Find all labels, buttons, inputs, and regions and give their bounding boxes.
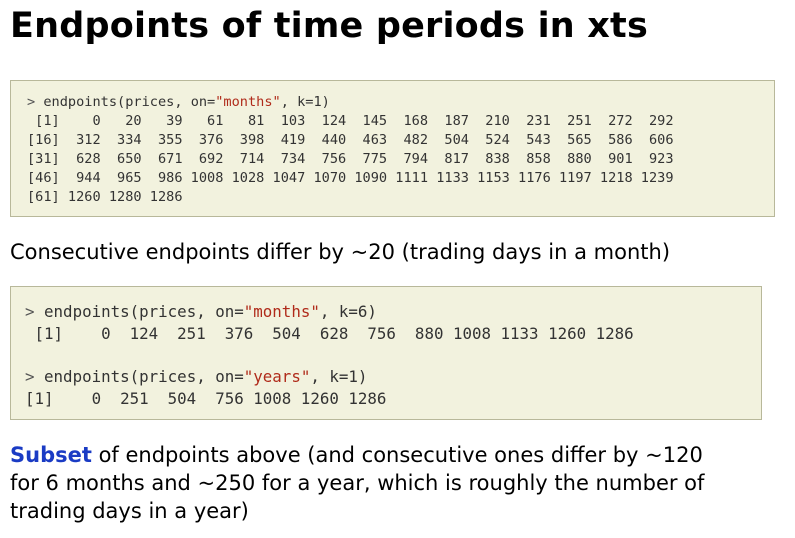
output-line: [1] 0 20 39 61 81 103 124 145 168 187 21… [27, 113, 674, 129]
command-line: > endpoints(prices, on="months", k=6) [25, 301, 761, 323]
output-line: [31] 628 650 671 692 714 734 756 775 794… [27, 151, 674, 167]
slide-title: Endpoints of time periods in xts [10, 6, 649, 46]
output-line: [1] 0 124 251 376 504 628 756 880 1008 1… [25, 324, 634, 343]
command-text-end: , k=1) [280, 94, 330, 110]
spacer [25, 345, 761, 366]
subset-highlight: Subset [10, 443, 92, 467]
subset-line-3: trading days in a year) [10, 499, 249, 523]
command-text: endpoints(prices, on= [44, 367, 244, 386]
output-line: [1] 0 251 504 756 1008 1260 1286 [25, 389, 387, 408]
code-block-k-endpoints: > endpoints(prices, on="months", k=6) [1… [10, 286, 762, 420]
command-line: > endpoints(prices, on="years", k=1) [25, 366, 761, 388]
r-prompt: > [25, 302, 45, 321]
command-text: endpoints(prices, on= [43, 94, 216, 110]
command-string: "months" [243, 302, 320, 321]
r-prompt: > [27, 94, 44, 110]
command-string: "months" [215, 94, 281, 110]
command-text-end: , k=6) [319, 302, 377, 321]
command-text: endpoints(prices, on= [44, 302, 244, 321]
output-line: [61] 1260 1280 1286 [27, 189, 183, 205]
command-string: "years" [243, 367, 311, 386]
code-block-monthly-endpoints: > endpoints(prices, on="months", k=1) [1… [10, 80, 775, 217]
subset-line-2: for 6 months and ~250 for a year, which … [10, 471, 705, 495]
explanation-text: Consecutive endpoints differ by ~20 (tra… [10, 240, 671, 264]
output-line: [16] 312 334 355 376 398 419 440 463 482… [27, 132, 674, 148]
command-line: > endpoints(prices, on="months", k=1) [27, 93, 774, 112]
subset-line-1-text: of endpoints above (and consecutive ones… [91, 443, 703, 467]
subset-line-1: Subset of endpoints above (and consecuti… [10, 441, 780, 469]
output-line: [46] 944 965 986 1008 1028 1047 1070 109… [27, 170, 674, 186]
subset-explanation: Subset of endpoints above (and consecuti… [10, 441, 780, 525]
r-prompt: > [25, 367, 45, 386]
command-text-end: , k=1) [310, 367, 368, 386]
